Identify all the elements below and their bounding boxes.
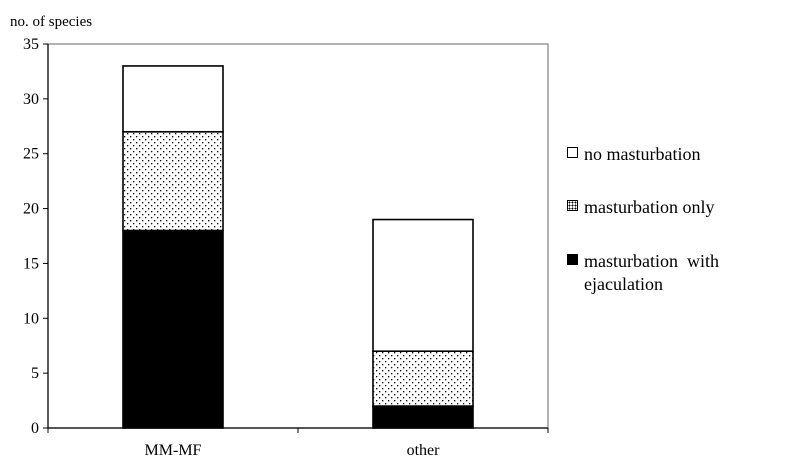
y-tick-label: 20 [23, 201, 39, 218]
legend-item-masturbation-with-ejaculation: masturbation with ejaculation [567, 250, 719, 296]
y-tick-label: 30 [23, 91, 39, 108]
bar-segment [372, 218, 474, 353]
x-axis: MM-MF other [47, 427, 549, 459]
bar-segment [372, 350, 474, 407]
stacked-bar-chart: no. of species 0 5 10 15 20 25 30 35 MM-MF other [10, 14, 549, 459]
y-tick-label: 10 [23, 310, 39, 327]
x-tick-label: MM-MF [145, 442, 202, 459]
y-tick-label: 5 [31, 365, 39, 382]
y-tick-label: 25 [23, 146, 39, 163]
legend-swatch-empty-icon [567, 147, 578, 158]
y-tick-label: 35 [23, 36, 39, 53]
bar-segment [372, 405, 474, 429]
y-axis: 0 5 10 15 20 25 30 35 [23, 36, 49, 437]
y-axis-label: no. of species [10, 14, 92, 30]
legend-label: masturbation with ejaculation [584, 251, 719, 294]
legend-item-no-masturbation: no masturbation [567, 143, 700, 166]
bar-segment [122, 65, 224, 133]
bars [122, 65, 474, 429]
y-tick-label: 0 [31, 420, 39, 437]
legend-item-masturbation-only: masturbation only [567, 196, 714, 219]
legend-swatch-dotted-icon [567, 200, 578, 211]
legend-label: masturbation only [584, 197, 715, 217]
legend-swatch-solid-icon [567, 254, 578, 265]
x-tick-label: other [407, 442, 441, 459]
bar-segment [122, 130, 224, 232]
legend-label: no masturbation [584, 144, 701, 164]
y-tick-label: 15 [23, 255, 39, 272]
bar-segment [122, 229, 224, 429]
